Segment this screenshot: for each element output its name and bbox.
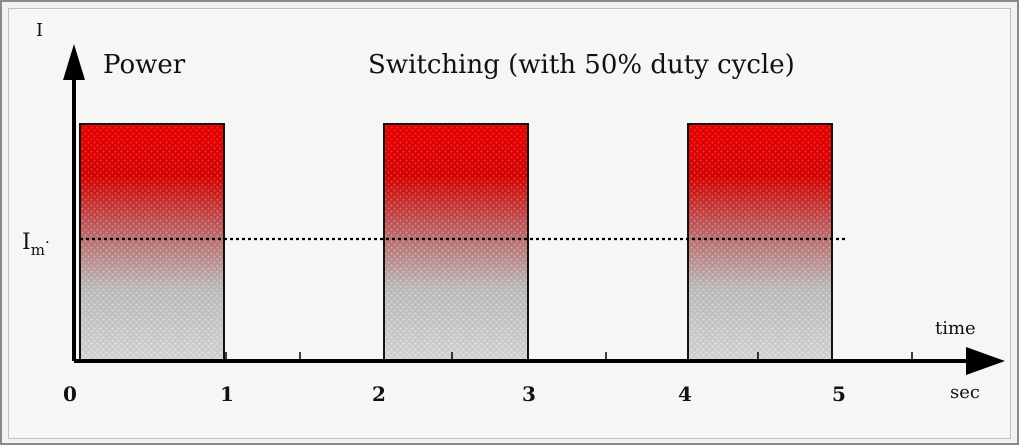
y-axis-label: I — [36, 20, 43, 41]
diagram-title: Switching (with 50% duty cycle) — [368, 50, 795, 80]
x-axis-label: time — [935, 318, 976, 339]
power-label: Power — [103, 50, 186, 80]
y-axis-arrow-icon — [63, 44, 85, 80]
pulses — [79, 123, 833, 361]
tick-label-2: 2 — [372, 382, 386, 406]
pulse-1-texture — [81, 125, 223, 359]
tick-label-0: 0 — [63, 382, 77, 406]
x-axis-tick-labels: 0 1 2 3 4 5 — [63, 382, 846, 406]
tick-label-3: 3 — [522, 382, 536, 406]
unit-label: sec — [950, 382, 980, 403]
mean-level-label: Im· — [22, 230, 50, 259]
tick-label-4: 4 — [678, 382, 692, 406]
x-axis-minor-ticks — [225, 352, 913, 361]
pulse-2-texture — [385, 125, 527, 359]
pulse-3-texture — [689, 125, 831, 359]
x-axis-arrow-icon — [966, 347, 1005, 375]
tick-label-1: 1 — [220, 382, 234, 406]
tick-label-5: 5 — [832, 382, 846, 406]
